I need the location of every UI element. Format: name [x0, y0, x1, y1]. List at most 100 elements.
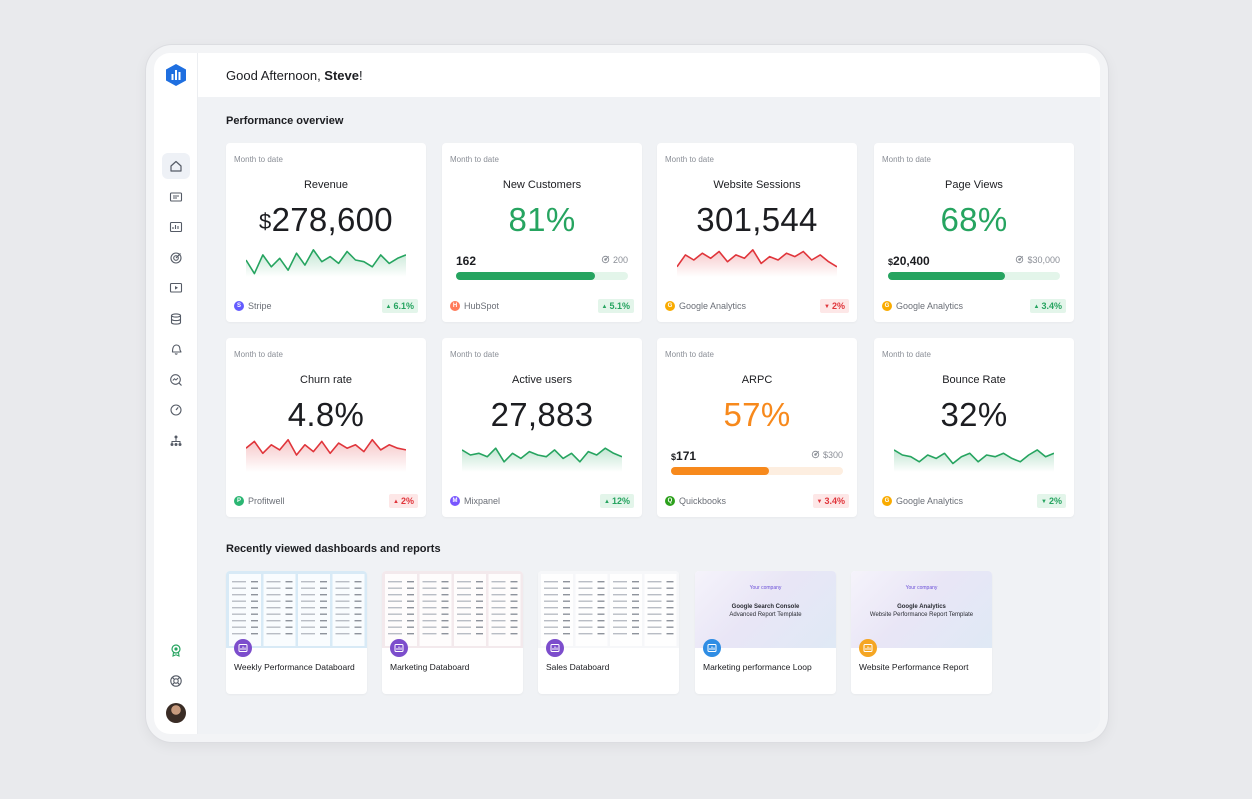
preview-subtitle: Advanced Report Template	[729, 612, 802, 618]
data-source-name: Quickbooks	[679, 496, 727, 506]
arrow-down-icon: ▼	[824, 304, 830, 310]
sidebar-item-number-widget[interactable]	[154, 184, 198, 210]
preview-company: Your company	[905, 585, 938, 591]
sparkline-area	[894, 449, 1054, 472]
sidebar-item-metrics-explore[interactable]	[154, 367, 198, 393]
sidebar-item-dashboard[interactable]	[154, 214, 198, 240]
card-value-number: 32%	[940, 396, 1008, 433]
progress-bar-fill	[456, 272, 596, 280]
kpi-card-arpc[interactable]: Month to date ARPC 57% $171 $300 Q Quickbooks ▼…	[657, 338, 857, 517]
recent-dashboard-card[interactable]: Weekly Performance Databoard	[226, 571, 367, 694]
card-value: $278,600	[226, 201, 426, 239]
data-stack-icon	[170, 312, 182, 325]
sparkline-area	[246, 249, 406, 277]
goal-target-icon	[601, 255, 610, 264]
recent-dashboard-card[interactable]: Your company Google Analytics Website Perf…	[851, 571, 992, 694]
performance-overview-heading: Performance overview	[226, 115, 344, 127]
stripe-icon: S	[234, 301, 244, 311]
kpi-card-active-users[interactable]: Month to date Active users 27,883 M Mixpanel…	[442, 338, 642, 517]
sparkline-line	[677, 249, 837, 268]
card-title: Churn rate	[300, 374, 352, 386]
sidebar-item-benchmarks-gauge[interactable]	[154, 397, 198, 423]
databoard-icon	[234, 639, 252, 657]
metrics-explore-icon	[170, 373, 182, 386]
card-value-number: 4.8%	[287, 396, 365, 433]
data-source-name: Stripe	[248, 301, 272, 311]
mixpanel-icon: M	[450, 496, 460, 506]
sidebar-item-presentation[interactable]	[154, 275, 198, 301]
kpi-card-revenue[interactable]: Month to date Revenue $278,600 S Stripe ▲ 6.1%	[226, 143, 426, 322]
data-source: H HubSpot	[450, 301, 499, 311]
card-title: ARPC	[741, 374, 773, 386]
sidebar	[154, 53, 198, 734]
recent-dashboard-card[interactable]: Marketing Databoard	[382, 571, 523, 694]
sidebar-item-alerts-bell[interactable]	[154, 336, 198, 362]
google-analytics-icon: G	[882, 301, 892, 311]
progress-bar	[456, 272, 628, 280]
progress-current-value: 171	[676, 449, 697, 463]
dashboard-preview	[382, 571, 523, 648]
user-avatar[interactable]	[166, 703, 186, 723]
sidebar-item-data-stack[interactable]	[154, 306, 198, 332]
card-period: Month to date	[234, 350, 283, 359]
recent-dashboard-name: Weekly Performance Databoard	[234, 662, 355, 672]
databox-logo-icon[interactable]	[166, 64, 186, 86]
kpi-card-page-views[interactable]: Month to date Page Views 68% $20,400 $30,000…	[874, 143, 1074, 322]
sidebar-item-goals-target[interactable]	[154, 245, 198, 271]
top-bar: Good Afternoon, Steve!	[198, 53, 1100, 97]
recent-dashboard-card[interactable]: Sales Databoard	[538, 571, 679, 694]
progress-bar	[671, 467, 843, 475]
card-title: New Customers	[502, 179, 582, 191]
change-value: 2%	[1048, 496, 1062, 506]
sidebar-item-help-lifebuoy[interactable]	[154, 668, 198, 694]
change-value: 3.4%	[824, 496, 845, 506]
kpi-card-churn-rate[interactable]: Month to date Churn rate 4.8% P Profitwell ▲ 2…	[226, 338, 426, 517]
presentation-icon	[169, 282, 183, 293]
progress-bar-fill	[888, 272, 1005, 280]
google-analytics-icon: G	[882, 496, 892, 506]
card-value: 57%	[657, 396, 857, 434]
arrow-down-icon: ▼	[1041, 499, 1047, 505]
databoard-icon	[546, 639, 564, 657]
recent-dashboards-heading: Recently viewed dashboards and reports	[226, 543, 441, 555]
kpi-card-bounce-rate[interactable]: Month to date Bounce Rate 32% G Google Analy…	[874, 338, 1074, 517]
change-badge: ▼ 2%	[820, 299, 849, 313]
kpi-card-new-customers[interactable]: Month to date New Customers 81% 162 200 H HubS…	[442, 143, 642, 322]
data-source-name: Mixpanel	[464, 496, 501, 506]
recent-dashboard-name: Marketing Databoard	[390, 662, 470, 672]
progress-goal-value: 200	[612, 255, 628, 265]
data-source: G Google Analytics	[882, 496, 963, 506]
change-value: 3.4%	[1041, 301, 1062, 311]
goal-target-icon	[1016, 255, 1024, 264]
card-period: Month to date	[882, 350, 931, 359]
kpi-card-website-sessions[interactable]: Month to date Website Sessions 301,544 G Goo…	[657, 143, 857, 322]
progress-goal: $30,000	[1015, 255, 1060, 265]
arrow-down-icon: ▼	[816, 499, 823, 505]
sidebar-item-team-hierarchy[interactable]	[154, 428, 198, 454]
progress-current-value: 20,400	[893, 254, 930, 268]
progress-current: $20,400	[888, 254, 930, 268]
dashboard-preview-image	[382, 571, 523, 648]
sidebar-item-home[interactable]	[154, 153, 198, 179]
sparkline-line	[894, 449, 1054, 465]
card-value-number: 301,544	[696, 201, 818, 238]
data-source-name: HubSpot	[464, 301, 500, 311]
team-hierarchy-icon	[170, 435, 182, 446]
change-value: 5.1%	[609, 301, 630, 311]
number-widget-icon	[169, 191, 183, 202]
dashboard-preview: Your company Google Search Console Advance…	[695, 571, 836, 648]
dashboard-icon	[169, 221, 183, 233]
sidebar-item-rewards-badge[interactable]	[154, 637, 198, 663]
app-window: Good Afternoon, Steve! Performance overv…	[154, 53, 1100, 734]
sparkline-chart	[677, 249, 837, 277]
currency-symbol: $	[259, 209, 272, 234]
data-source: G Google Analytics	[665, 301, 746, 311]
greeting: Good Afternoon, Steve!	[226, 67, 363, 83]
benchmarks-gauge-icon	[170, 404, 182, 416]
recent-dashboard-card[interactable]: Your company Google Search Console Advance…	[695, 571, 836, 694]
sparkline-chart	[894, 449, 1054, 472]
card-value: 81%	[442, 201, 642, 239]
card-value-number: 68%	[940, 201, 1008, 238]
change-badge: ▲ 6.1%	[381, 299, 418, 313]
progress-goal-value: $30,000	[1027, 255, 1060, 265]
